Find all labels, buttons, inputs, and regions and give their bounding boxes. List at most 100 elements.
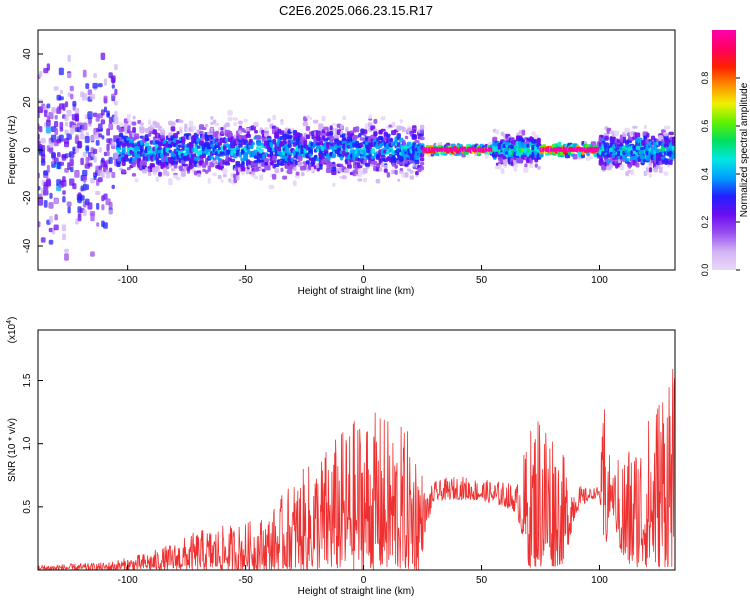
snr-series — [38, 369, 675, 570]
spectrogram-cell — [363, 133, 367, 137]
spectrogram-cell — [658, 151, 663, 157]
spectrogram-cell — [280, 167, 284, 172]
spectrogram-cell — [49, 192, 53, 199]
snr-plot-area — [38, 330, 675, 570]
spectrogram-cell — [220, 127, 224, 131]
spectrogram-cell — [397, 178, 401, 182]
spectrogram-cell — [409, 170, 414, 174]
spectrogram-cell — [57, 152, 61, 158]
spectrogram-cell — [404, 135, 409, 140]
spectrogram-cell — [159, 129, 166, 136]
spectrogram-cell — [220, 179, 224, 183]
spectrogram-cell — [40, 160, 46, 166]
spectrogram-cell — [179, 129, 183, 134]
spectrogram-cell — [58, 134, 64, 142]
spectrogram-cell — [230, 158, 236, 163]
spectrogram-cell — [67, 54, 71, 62]
spectrogram-cell — [83, 176, 87, 183]
spectrogram-cell — [368, 114, 372, 119]
spectrogram-cell — [308, 153, 313, 157]
spectrogram-cell — [46, 119, 51, 127]
spectrogram-cell — [70, 165, 74, 173]
spectrogram-cell — [92, 82, 98, 89]
spectrogram-cell — [87, 162, 93, 167]
spectrogram-cell — [537, 139, 541, 145]
spectrogram-cell — [103, 222, 108, 229]
spectrogram-cell — [238, 143, 243, 148]
spectrogram-cell — [45, 126, 51, 134]
spectrogram-cell — [485, 153, 489, 159]
spectrogram-cell — [500, 168, 505, 175]
spectrogram-cell — [251, 142, 256, 146]
spectrogram-cell — [386, 133, 391, 138]
spectrogram-cell — [661, 147, 666, 151]
spectrogram-cell — [227, 116, 233, 122]
spectrogram-cell — [98, 147, 102, 153]
spectrogram-cell — [75, 135, 79, 143]
spectrogram-cell — [95, 140, 100, 146]
snr-x-tick-label: -100 — [118, 575, 138, 586]
spectrogram-cell — [51, 152, 56, 159]
spectrogram-cell — [38, 221, 41, 228]
spectrogram-cell — [45, 179, 52, 187]
spectrogram-cell — [557, 141, 562, 148]
spectrogram-cell — [534, 163, 538, 168]
spectrogram-cell — [67, 92, 71, 97]
spectrogram-cell — [72, 127, 76, 133]
spectrogram-cell — [280, 121, 284, 125]
spectrogram-x-axis-label: Height of straight line (km) — [298, 286, 415, 297]
spectrogram-cell — [222, 168, 228, 174]
spectrogram-cell — [84, 136, 90, 144]
spectrogram-cell — [630, 131, 634, 135]
spectrogram-cell — [419, 157, 425, 162]
spectrogram-cell — [202, 154, 207, 159]
spectrogram-cell — [227, 110, 233, 116]
spectrogram-cell — [101, 109, 105, 116]
snr-x-tick-label: -50 — [238, 575, 253, 586]
spectrogram-cell — [245, 133, 251, 138]
spectrogram-cell — [222, 174, 227, 178]
spectrogram-cell — [355, 140, 360, 146]
spectrogram-cell — [209, 156, 215, 160]
spectrogram-cell — [311, 145, 315, 149]
spectrogram-cell — [93, 156, 97, 163]
spectrogram-cell — [362, 178, 368, 183]
snr-x-tick-label: 0 — [361, 575, 367, 586]
spectrogram-cell — [44, 109, 48, 118]
spectrogram-cell — [383, 164, 388, 169]
spectrogram-cell — [344, 168, 350, 174]
spectrogram-cell — [108, 116, 113, 124]
spectrogram-cell — [97, 177, 103, 183]
spectrogram-cell — [54, 128, 59, 136]
spectrogram-cell — [624, 158, 630, 162]
spectrogram-cell — [103, 193, 108, 200]
spectrogram-cell — [399, 158, 403, 163]
spectrogram-cell — [69, 156, 74, 165]
spectrogram-cell — [114, 64, 118, 71]
spectrogram-cell — [339, 124, 344, 130]
snr-line — [38, 369, 675, 570]
spectrogram-cell — [168, 178, 173, 182]
spectrogram-cell — [82, 151, 87, 158]
spectrogram-cell — [396, 148, 402, 154]
spectrogram-cell — [668, 131, 674, 136]
spectrogram-cell — [259, 176, 264, 181]
spectrogram-cell — [347, 164, 352, 169]
spectrogram-cell — [205, 123, 209, 128]
spectrogram-cell — [264, 132, 269, 138]
spectrogram-cell — [181, 145, 185, 151]
spectrogram-cell — [399, 168, 404, 171]
spectrogram-cell — [236, 149, 240, 155]
spectrogram-cell — [308, 116, 313, 120]
spectrogram-cell — [149, 163, 155, 168]
snr-x-tick-label: 100 — [591, 575, 608, 586]
spectrogram-cell — [88, 119, 92, 125]
spectrogram-cell — [108, 156, 113, 164]
spectrogram-cell — [288, 154, 292, 159]
spectrogram-cell — [108, 123, 114, 131]
spectrogram-cell — [240, 166, 246, 170]
spectrogram-cell — [166, 152, 170, 157]
spectrogram-cell — [80, 157, 84, 165]
spectrogram-cell — [241, 160, 245, 165]
spectrogram-cell — [114, 111, 118, 117]
